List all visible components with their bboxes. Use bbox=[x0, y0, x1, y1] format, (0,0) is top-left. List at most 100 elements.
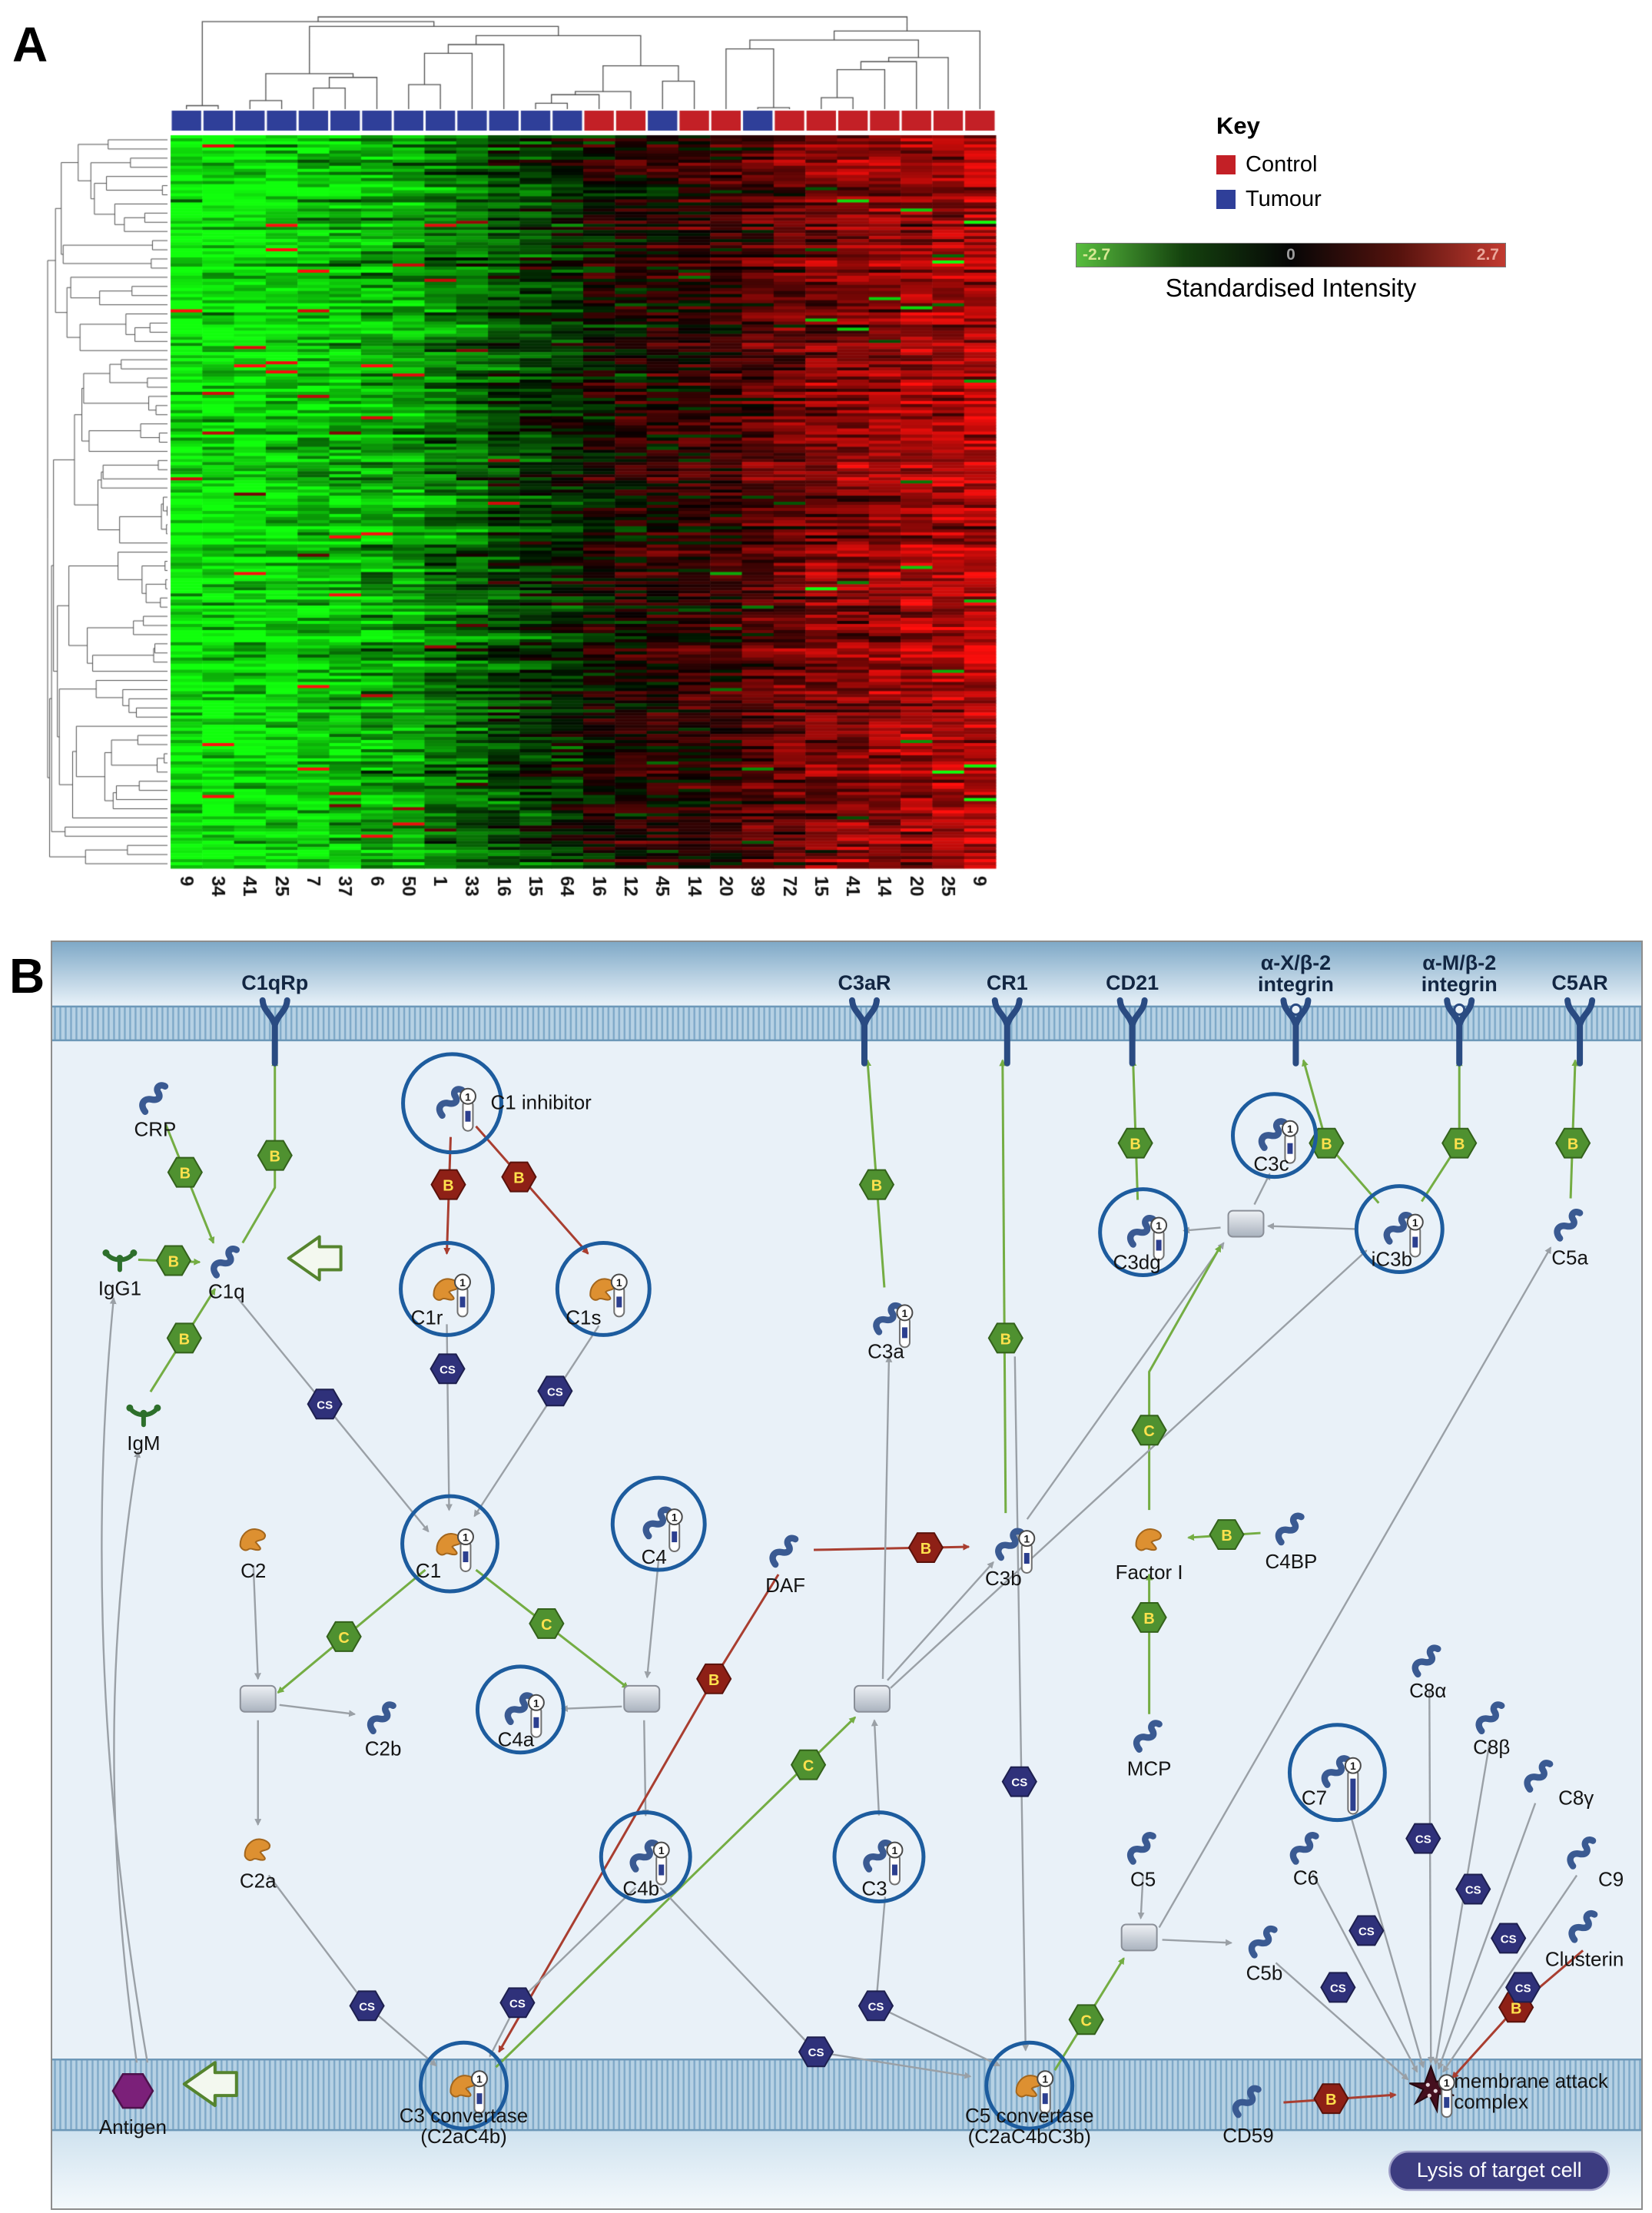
CRP-label: CRP bbox=[134, 1118, 176, 1141]
edge-g bbox=[1158, 1246, 1552, 1929]
svg-text:1: 1 bbox=[616, 1276, 622, 1289]
C3aR-label: C3aR bbox=[838, 971, 891, 994]
edge-g bbox=[887, 1561, 994, 1681]
svg-text:CS: CS bbox=[1415, 1833, 1431, 1846]
hex-CS-icon: CS bbox=[1348, 1915, 1385, 1946]
lysis-of-target-cell: Lysis of target cell bbox=[1388, 2150, 1611, 2191]
svg-text:B: B bbox=[1321, 1136, 1332, 1153]
expression-thermometer: 1 bbox=[1406, 1213, 1424, 1258]
hex-CS-icon: CS bbox=[537, 1375, 573, 1407]
edge-g bbox=[1427, 1689, 1435, 2064]
C5a-node: C5a bbox=[1551, 1209, 1588, 1269]
svg-text:1: 1 bbox=[465, 1090, 471, 1103]
CRP-node: CRP bbox=[134, 1082, 176, 1141]
svg-text:C: C bbox=[1143, 1423, 1154, 1440]
key-item-control: Control bbox=[1216, 152, 1322, 178]
C4BP-label: C4BP bbox=[1266, 1550, 1318, 1573]
expression-thermometer: 1 bbox=[1018, 1530, 1036, 1574]
MAC-node: 1 membrane attack complex bbox=[1408, 2064, 1609, 2118]
tumour-label: Tumour bbox=[1246, 187, 1322, 211]
hex-B-icon: B bbox=[1441, 1127, 1478, 1159]
svg-text:1: 1 bbox=[1350, 1760, 1356, 1772]
svg-text:B: B bbox=[1143, 1611, 1154, 1627]
highlight-circle bbox=[400, 1494, 499, 1594]
svg-text:C: C bbox=[338, 1630, 349, 1647]
hex-CS-icon: CS bbox=[1505, 1972, 1541, 2003]
expression-thermometer: 1 bbox=[1344, 1757, 1362, 1815]
highlight-circle bbox=[401, 1052, 503, 1155]
C3c-label: C3c bbox=[1253, 1153, 1289, 1176]
hex-CS-icon: CS bbox=[430, 1353, 466, 1385]
iC3b-node: 1 iC3b bbox=[1354, 1184, 1445, 1274]
hex-B-icon: B bbox=[987, 1322, 1023, 1354]
edge-g bbox=[1137, 1875, 1145, 1919]
svg-text:CS: CS bbox=[359, 2000, 375, 2013]
svg-text:CS: CS bbox=[1501, 1933, 1517, 1946]
hex-B-icon: B bbox=[1117, 1127, 1153, 1159]
highlight-circle bbox=[610, 1475, 707, 1572]
CR1-receptor: CR1 bbox=[987, 971, 1028, 1067]
control-label: Control bbox=[1246, 152, 1318, 177]
expression-thermometer: 1 bbox=[470, 2070, 488, 2115]
C8b-node: C8β bbox=[1473, 1701, 1510, 1759]
edge-g bbox=[1350, 1817, 1425, 2069]
hex-B-icon: B bbox=[1554, 1127, 1591, 1159]
hex-CS-icon: CS bbox=[499, 1987, 536, 2019]
C2a-label: C2a bbox=[240, 1870, 277, 1893]
svg-text:B: B bbox=[513, 1170, 524, 1187]
C1-inhibitor-label: C1 inhibitor bbox=[490, 1091, 592, 1114]
svg-text:CS: CS bbox=[868, 2000, 884, 2013]
hex-C-icon: C bbox=[1131, 1415, 1167, 1446]
hex-B-icon: B bbox=[257, 1140, 293, 1171]
hex-B-icon: B bbox=[430, 1169, 466, 1200]
svg-text:B: B bbox=[168, 1253, 179, 1270]
C3dg-node: 1 C3dg bbox=[1098, 1187, 1189, 1277]
svg-text:CS: CS bbox=[808, 2046, 824, 2059]
control-swatch bbox=[1216, 155, 1236, 174]
svg-text:B: B bbox=[708, 1672, 719, 1689]
tumour-swatch bbox=[1216, 190, 1236, 209]
hex-CS-icon: CS bbox=[1455, 1873, 1491, 1905]
edge-g bbox=[1013, 1356, 1030, 2052]
C6-node: C6 bbox=[1289, 1832, 1319, 1890]
C3-node: 1 C3 bbox=[832, 1810, 926, 1903]
svg-text:B: B bbox=[921, 1541, 931, 1558]
colorbar-caption: Standardised Intensity bbox=[1165, 274, 1417, 302]
svg-text:1: 1 bbox=[1156, 1219, 1162, 1232]
expression-thermometer: 1 bbox=[665, 1508, 683, 1553]
edge-g bbox=[252, 1564, 261, 1680]
hex-B-icon: B bbox=[858, 1169, 895, 1200]
hex-B-icon: B bbox=[501, 1161, 537, 1193]
svg-text:CS: CS bbox=[1011, 1777, 1027, 1790]
expression-thermometer: 1 bbox=[453, 1273, 471, 1318]
Factor-I-node: Factor I bbox=[1116, 1528, 1183, 1584]
key-item-tumour: Tumour bbox=[1216, 187, 1322, 212]
edge-g bbox=[890, 1249, 1368, 1689]
top-membrane bbox=[52, 1006, 1641, 1040]
C4BP-node: C4BP bbox=[1266, 1512, 1318, 1573]
C3b-node: 1 C3b bbox=[985, 1528, 1036, 1590]
svg-text:CS: CS bbox=[547, 1385, 563, 1398]
svg-text:1: 1 bbox=[658, 1844, 665, 1856]
svg-text:C: C bbox=[541, 1617, 552, 1634]
C7-label: C7 bbox=[1302, 1787, 1327, 1810]
highlight-circle bbox=[1098, 1187, 1189, 1277]
expression-thermometer: 1 bbox=[527, 1694, 545, 1738]
svg-text:1: 1 bbox=[533, 1697, 539, 1709]
Clusterin-node: Clusterin bbox=[1545, 1909, 1624, 1970]
hex-CS-icon: CS bbox=[307, 1389, 343, 1420]
svg-text:C: C bbox=[803, 1758, 814, 1775]
edge-g bbox=[1433, 1744, 1491, 2065]
Clusterin-label: Clusterin bbox=[1545, 1947, 1624, 1970]
C3-label: C3 bbox=[861, 1876, 887, 1899]
C1-label: C1 bbox=[416, 1559, 441, 1582]
C5AR-receptor: C5AR bbox=[1551, 971, 1608, 1067]
C9-label: C9 bbox=[1598, 1868, 1624, 1891]
highlight-circle bbox=[1354, 1184, 1445, 1274]
C7-node: 1 C7 bbox=[1287, 1723, 1387, 1823]
CD59-label: CD59 bbox=[1222, 2124, 1273, 2147]
C5-label: C5 bbox=[1130, 1868, 1156, 1891]
hex-B-icon: B bbox=[166, 1322, 202, 1354]
svg-text:1: 1 bbox=[672, 1511, 678, 1524]
hex-B-icon: B bbox=[907, 1532, 944, 1564]
